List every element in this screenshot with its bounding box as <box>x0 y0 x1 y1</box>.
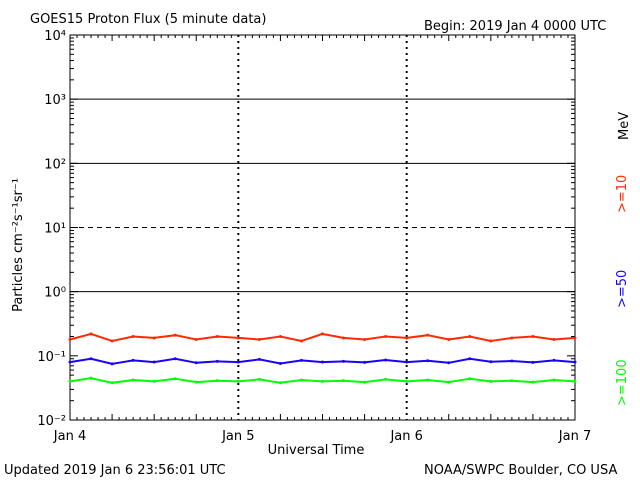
series-point <box>384 358 388 362</box>
x-axis-label: Universal Time <box>268 443 365 458</box>
series-point <box>194 380 198 384</box>
y-tick-label: 10⁻² <box>37 414 66 429</box>
series-point <box>447 361 451 365</box>
series-point <box>299 378 303 382</box>
legend-ge10: >=10 <box>615 175 630 213</box>
series-point <box>68 379 72 383</box>
series-point <box>278 381 282 385</box>
series-point <box>531 380 535 384</box>
series-point <box>236 379 240 383</box>
series-point <box>257 357 261 361</box>
series-point <box>510 379 514 383</box>
series-point <box>384 335 388 339</box>
x-tick-label: Jan 5 <box>221 429 254 444</box>
series-point <box>299 339 303 343</box>
series-point <box>552 337 556 341</box>
series-point <box>468 377 472 381</box>
series-point <box>173 357 177 361</box>
series-point <box>131 378 135 382</box>
series-point <box>110 381 114 385</box>
series-point <box>384 377 388 381</box>
y-tick-label: 10⁻¹ <box>37 350 66 365</box>
series-point <box>489 360 493 364</box>
series-point <box>489 339 493 343</box>
series-point <box>321 360 324 364</box>
series-point <box>236 360 240 364</box>
series-point <box>531 335 535 339</box>
y-tick-label: 10³ <box>44 93 66 108</box>
series-point <box>215 359 219 363</box>
x-tick-label: Jan 4 <box>53 429 86 444</box>
series-point <box>573 360 577 364</box>
series-point <box>426 359 430 363</box>
series-point <box>531 360 535 364</box>
series-point <box>215 379 219 383</box>
series-point <box>573 336 577 340</box>
plot-area: 10⁻² 10⁻¹ 10⁰ 10¹ 10² 10³ 10⁴ Jan 4 Jan 5 Jan 6 Ja… <box>37 29 591 444</box>
series-point <box>468 357 472 361</box>
series-point <box>426 378 430 382</box>
series-point <box>68 337 72 341</box>
series-point <box>447 337 451 341</box>
x-tick-label: Jan 6 <box>389 429 422 444</box>
series-point <box>573 379 577 383</box>
series-point <box>405 360 409 364</box>
series-point <box>194 337 198 341</box>
series-point <box>131 358 135 362</box>
series-point <box>405 379 409 383</box>
series-point <box>552 358 556 362</box>
y-tick-label: 10⁴ <box>44 29 66 44</box>
series-point <box>342 336 346 340</box>
series-point <box>321 379 324 383</box>
series-point <box>405 336 409 340</box>
series-point <box>89 376 93 380</box>
y-tick-label: 10² <box>44 157 66 172</box>
series-point <box>426 333 430 337</box>
series-point <box>152 336 156 340</box>
y-tick-label: 10⁰ <box>44 286 66 301</box>
series-point <box>194 361 198 365</box>
series-point <box>552 378 556 382</box>
series-point <box>236 336 240 340</box>
series-point <box>89 332 93 336</box>
series-point <box>363 360 367 364</box>
series-point <box>489 379 493 383</box>
begin-label: Begin: 2019 Jan 4 0000 UTC <box>424 19 606 34</box>
legend-ge50: >=50 <box>615 270 630 308</box>
series-point <box>173 377 177 381</box>
series-point <box>299 358 303 362</box>
series-point <box>363 380 367 384</box>
chart-title: GOES15 Proton Flux (5 minute data) <box>30 12 266 27</box>
series-point <box>110 339 114 343</box>
updated-label: Updated 2019 Jan 6 23:56:01 UTC <box>4 463 226 478</box>
series-point <box>321 332 324 336</box>
series-point <box>278 361 282 365</box>
series-point <box>363 337 367 341</box>
series-point <box>257 377 261 381</box>
series-point <box>152 379 156 383</box>
series-point <box>152 360 156 364</box>
series-point <box>215 335 219 339</box>
series-point <box>447 380 451 384</box>
series-point <box>110 362 114 366</box>
series-point <box>257 337 261 341</box>
legend-units: MeV <box>617 112 632 140</box>
series-point <box>89 357 93 361</box>
series-point <box>510 359 514 363</box>
credit-label: NOAA/SWPC Boulder, CO USA <box>424 463 617 478</box>
series-point <box>173 333 177 337</box>
series-point <box>278 335 282 339</box>
series-point <box>510 336 514 340</box>
x-tick-label: Jan 7 <box>558 429 591 444</box>
series-point <box>131 335 135 339</box>
series-point <box>342 379 346 383</box>
series-point <box>342 359 346 363</box>
series-point <box>68 360 72 364</box>
series-point <box>468 335 472 339</box>
y-tick-label: 10¹ <box>44 222 66 237</box>
y-axis-label: Particles cm⁻²s⁻¹sr⁻¹ <box>11 178 26 312</box>
legend-ge100: >=100 <box>615 359 630 406</box>
